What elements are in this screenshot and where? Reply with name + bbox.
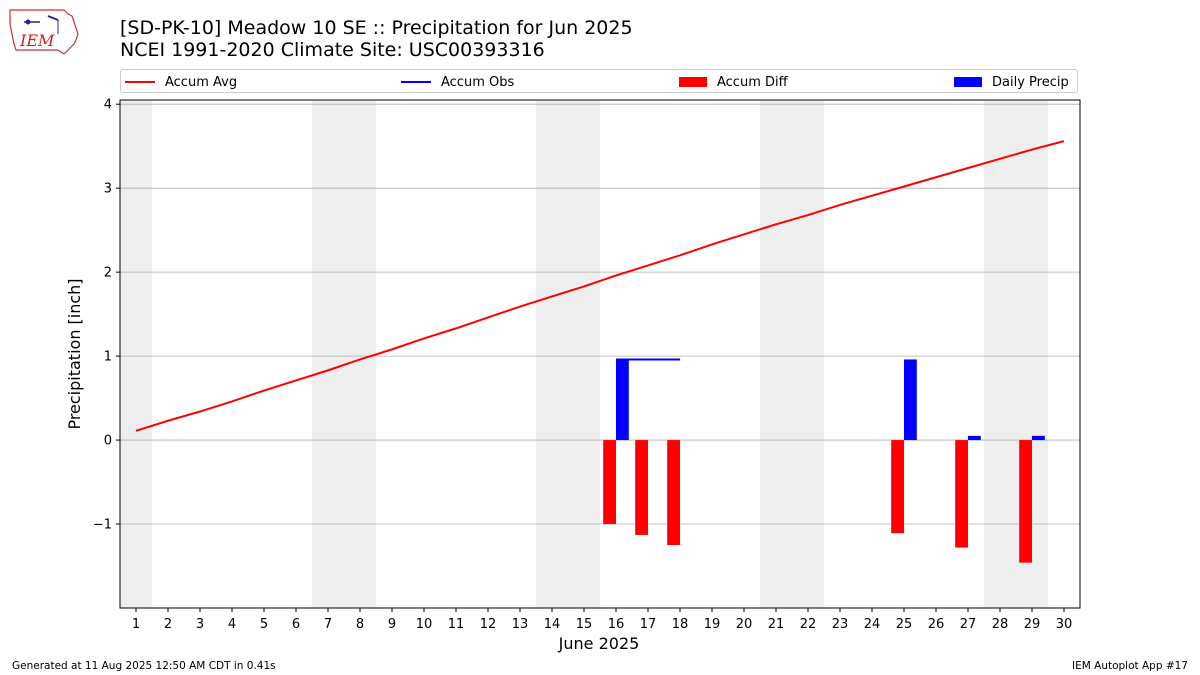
weekend-shade-day-15 xyxy=(568,100,600,608)
y-tick-label: 0 xyxy=(104,434,112,449)
footer-app: IEM Autoplot App #17 xyxy=(1072,660,1188,672)
x-tick-label: 4 xyxy=(228,617,236,632)
x-tick-label: 3 xyxy=(196,617,204,632)
x-tick-label: 5 xyxy=(260,617,268,632)
x-tick-label: 30 xyxy=(1056,617,1073,632)
legend-label-accum-diff: Accum Diff xyxy=(717,74,788,90)
accum-diff-bar-day-25 xyxy=(891,440,904,534)
x-axis-label: June 2025 xyxy=(558,634,640,653)
weekend-shade-day-7 xyxy=(312,100,344,608)
legend-swatch-daily-precip xyxy=(954,77,982,87)
x-tick-label: 22 xyxy=(800,617,817,632)
x-tick-label: 10 xyxy=(416,617,433,632)
x-tick-label: 17 xyxy=(640,617,657,632)
legend: Accum Avg Accum Obs Accum Diff Daily Pre… xyxy=(120,69,1078,93)
legend-label-daily-precip: Daily Precip xyxy=(992,74,1069,90)
weekend-shade-day-8 xyxy=(344,100,376,608)
y-tick-label: 3 xyxy=(104,182,112,197)
x-tick-label: 11 xyxy=(448,617,465,632)
x-tick-label: 20 xyxy=(736,617,753,632)
x-tick-label: 18 xyxy=(672,617,689,632)
footer-generated: Generated at 11 Aug 2025 12:50 AM CDT in… xyxy=(12,660,276,672)
x-tick-label: 13 xyxy=(512,617,529,632)
x-tick-label: 29 xyxy=(1024,617,1041,632)
x-tick-label: 19 xyxy=(704,617,721,632)
weekend-shade-day-22 xyxy=(792,100,824,608)
daily-precip-bar-day-16 xyxy=(616,359,629,441)
legend-item-daily-precip: Daily Precip xyxy=(954,73,1069,91)
x-tick-label: 7 xyxy=(324,617,332,632)
legend-label-accum-avg: Accum Avg xyxy=(165,74,238,90)
series-lines xyxy=(135,140,1065,432)
x-tick-label: 1 xyxy=(132,617,140,632)
daily-precip-bar-day-27 xyxy=(968,435,981,441)
y-tick-label: −1 xyxy=(93,518,112,533)
weekend-shade-day-28 xyxy=(984,100,1016,608)
x-tick-label: 9 xyxy=(388,617,396,632)
legend-swatch-accum-obs xyxy=(401,81,431,83)
legend-item-accum-obs: Accum Obs xyxy=(401,73,514,91)
y-tick-label: 4 xyxy=(104,98,112,113)
legend-item-accum-avg: Accum Avg xyxy=(125,73,237,91)
x-tick-label: 28 xyxy=(992,617,1009,632)
y-tick-label: 1 xyxy=(104,350,112,365)
weekend-shade-day-1 xyxy=(120,100,152,608)
x-tick-label: 23 xyxy=(832,617,849,632)
x-tick-label: 24 xyxy=(864,617,881,632)
x-axis-ticks: 1 2 3 4 5 6 7 8 9 10 11 12 13 14 15 16 17 18 19 20 21 22 23 24 2… xyxy=(132,608,1072,632)
x-tick-label: 6 xyxy=(292,617,300,632)
accum-diff-bar-day-27 xyxy=(955,440,968,548)
weekend-shade-day-21 xyxy=(760,100,792,608)
legend-swatch-accum-diff xyxy=(679,77,707,87)
x-tick-label: 14 xyxy=(544,617,561,632)
x-tick-label: 21 xyxy=(768,617,785,632)
x-tick-label: 26 xyxy=(928,617,945,632)
x-tick-label: 16 xyxy=(608,617,625,632)
x-tick-label: 2 xyxy=(164,617,172,632)
x-tick-label: 27 xyxy=(960,617,977,632)
x-tick-label: 15 xyxy=(576,617,593,632)
x-tick-label: 12 xyxy=(480,617,497,632)
daily-precip-bar-day-29 xyxy=(1032,435,1045,441)
legend-item-accum-diff: Accum Diff xyxy=(679,73,788,91)
y-tick-label: 2 xyxy=(104,266,112,281)
logo-text: IEM xyxy=(19,31,55,50)
weekend-shading xyxy=(120,100,1048,608)
y-axis-label: Precipitation [inch] xyxy=(65,278,84,429)
x-tick-label: 25 xyxy=(896,617,913,632)
chart-title: [SD-PK-10] Meadow 10 SE :: Precipitation… xyxy=(120,17,633,39)
accum-diff-bar-day-16 xyxy=(603,440,616,525)
y-axis-ticks: −1 0 1 2 3 4 xyxy=(93,98,120,533)
legend-swatch-accum-avg xyxy=(125,81,155,83)
daily-precip-bar-day-25 xyxy=(904,359,917,441)
accum-avg-line xyxy=(135,140,1065,432)
weekend-shade-day-14 xyxy=(536,100,568,608)
accum-diff-bar-day-17 xyxy=(635,440,648,535)
plot-frame xyxy=(119,99,1081,609)
iem-logo: IEM xyxy=(9,9,79,55)
accum-diff-bar-day-29 xyxy=(1019,440,1032,563)
accum-diff-bar-day-18 xyxy=(667,440,680,546)
bars xyxy=(603,359,1045,563)
legend-label-accum-obs: Accum Obs xyxy=(441,74,515,90)
chart-subtitle: NCEI 1991-2020 Climate Site: USC00393316 xyxy=(120,39,545,61)
grid-lines xyxy=(120,103,1080,525)
x-tick-label: 8 xyxy=(356,617,364,632)
